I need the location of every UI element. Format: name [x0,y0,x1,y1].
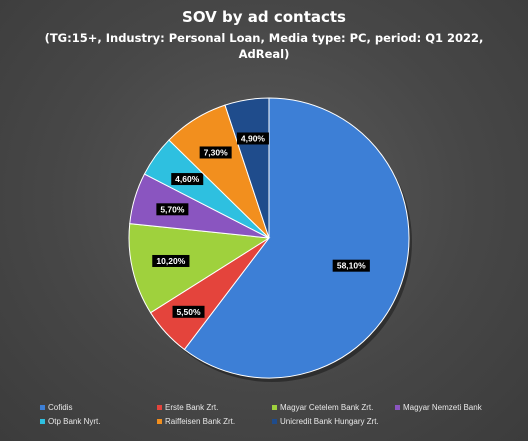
legend-swatch [40,419,45,424]
svg-text:58,10%: 58,10% [337,261,366,271]
legend-item-3: Magyar Cetelem Bank Zrt. [272,403,373,412]
legend-swatch [157,405,162,410]
legend-item-6: Raiffeisen Bank Zrt. [157,417,235,426]
legend-item-5: Otp Bank Nyrt. [40,417,100,426]
data-label-1: 58,10% [332,259,370,272]
legend-label: Otp Bank Nyrt. [48,417,101,426]
svg-text:7,30%: 7,30% [204,147,229,157]
legend-item-1: Cofidis [40,403,72,412]
legend-label: Magyar Nemzeti Bank [403,403,482,412]
chart-title: SOV by ad contacts [182,8,346,26]
legend-item-4: Magyar Nemzeti Bank [395,403,482,412]
data-label-5: 4,60% [171,173,204,186]
legend-label: Unicredit Bank Hungary Zrt. [280,417,379,426]
legend-item-7: Unicredit Bank Hungary Zrt. [272,417,379,426]
data-label-3: 10,20% [152,254,190,267]
legend: Cofidis Erste Bank Zrt. Magyar Cetelem Ban… [40,403,520,431]
svg-text:4,90%: 4,90% [241,133,266,143]
svg-text:5,70%: 5,70% [160,204,185,214]
legend-swatch [40,405,45,410]
legend-item-2: Erste Bank Zrt. [157,403,218,412]
legend-swatch [272,419,277,424]
legend-label: Raiffeisen Bank Zrt. [165,417,236,426]
pie-slice-3 [128,223,271,314]
legend-swatch [395,405,400,410]
pie-slice-1 [183,97,410,379]
legend-label: Magyar Cetelem Bank Zrt. [280,403,374,412]
data-label-2: 5,50% [172,305,205,318]
data-label-7: 4,90% [236,132,269,145]
legend-swatch [272,405,277,410]
chart-subtitle: (TG:15+, Industry: Personal Loan, Media … [44,31,484,61]
legend-swatch [157,419,162,424]
legend-label: Cofidis [48,403,73,412]
svg-text:4,60%: 4,60% [175,174,200,184]
data-label-4: 5,70% [156,203,189,216]
data-label-6: 7,30% [199,146,232,159]
legend-label: Erste Bank Zrt. [165,403,219,412]
svg-text:10,20%: 10,20% [156,256,185,266]
svg-text:5,50%: 5,50% [176,307,201,317]
